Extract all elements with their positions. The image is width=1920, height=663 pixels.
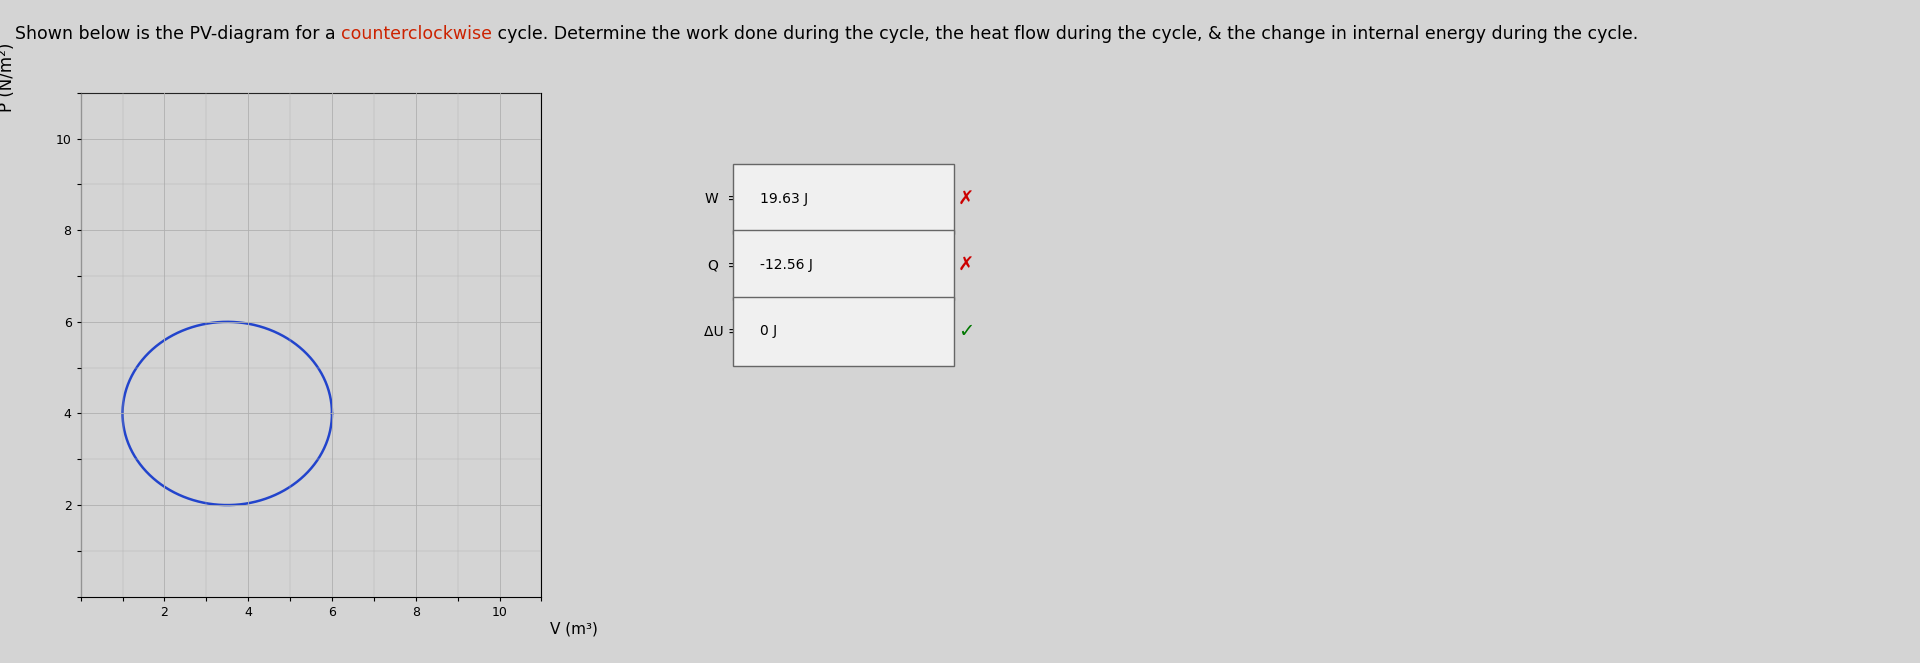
Text: Q  =: Q =: [708, 258, 739, 272]
Text: ✓: ✓: [958, 322, 975, 341]
Text: ✗: ✗: [958, 190, 975, 208]
Text: counterclockwise: counterclockwise: [342, 25, 493, 42]
Text: ✗: ✗: [958, 256, 975, 274]
Text: W  =: W =: [705, 192, 739, 206]
FancyBboxPatch shape: [733, 297, 954, 366]
Text: Shown below is the PV-diagram for a: Shown below is the PV-diagram for a: [15, 25, 342, 42]
Text: -12.56 J: -12.56 J: [760, 258, 814, 272]
FancyBboxPatch shape: [733, 231, 954, 300]
Text: cycle. Determine the work done during the cycle, the heat flow during the cycle,: cycle. Determine the work done during th…: [493, 25, 1640, 42]
Text: 0 J: 0 J: [760, 324, 778, 339]
Text: ΔU =: ΔU =: [703, 324, 739, 339]
X-axis label: V (m³): V (m³): [549, 622, 597, 637]
Y-axis label: P (N/m²): P (N/m²): [0, 43, 15, 113]
Text: 19.63 J: 19.63 J: [760, 192, 808, 206]
FancyBboxPatch shape: [733, 164, 954, 234]
